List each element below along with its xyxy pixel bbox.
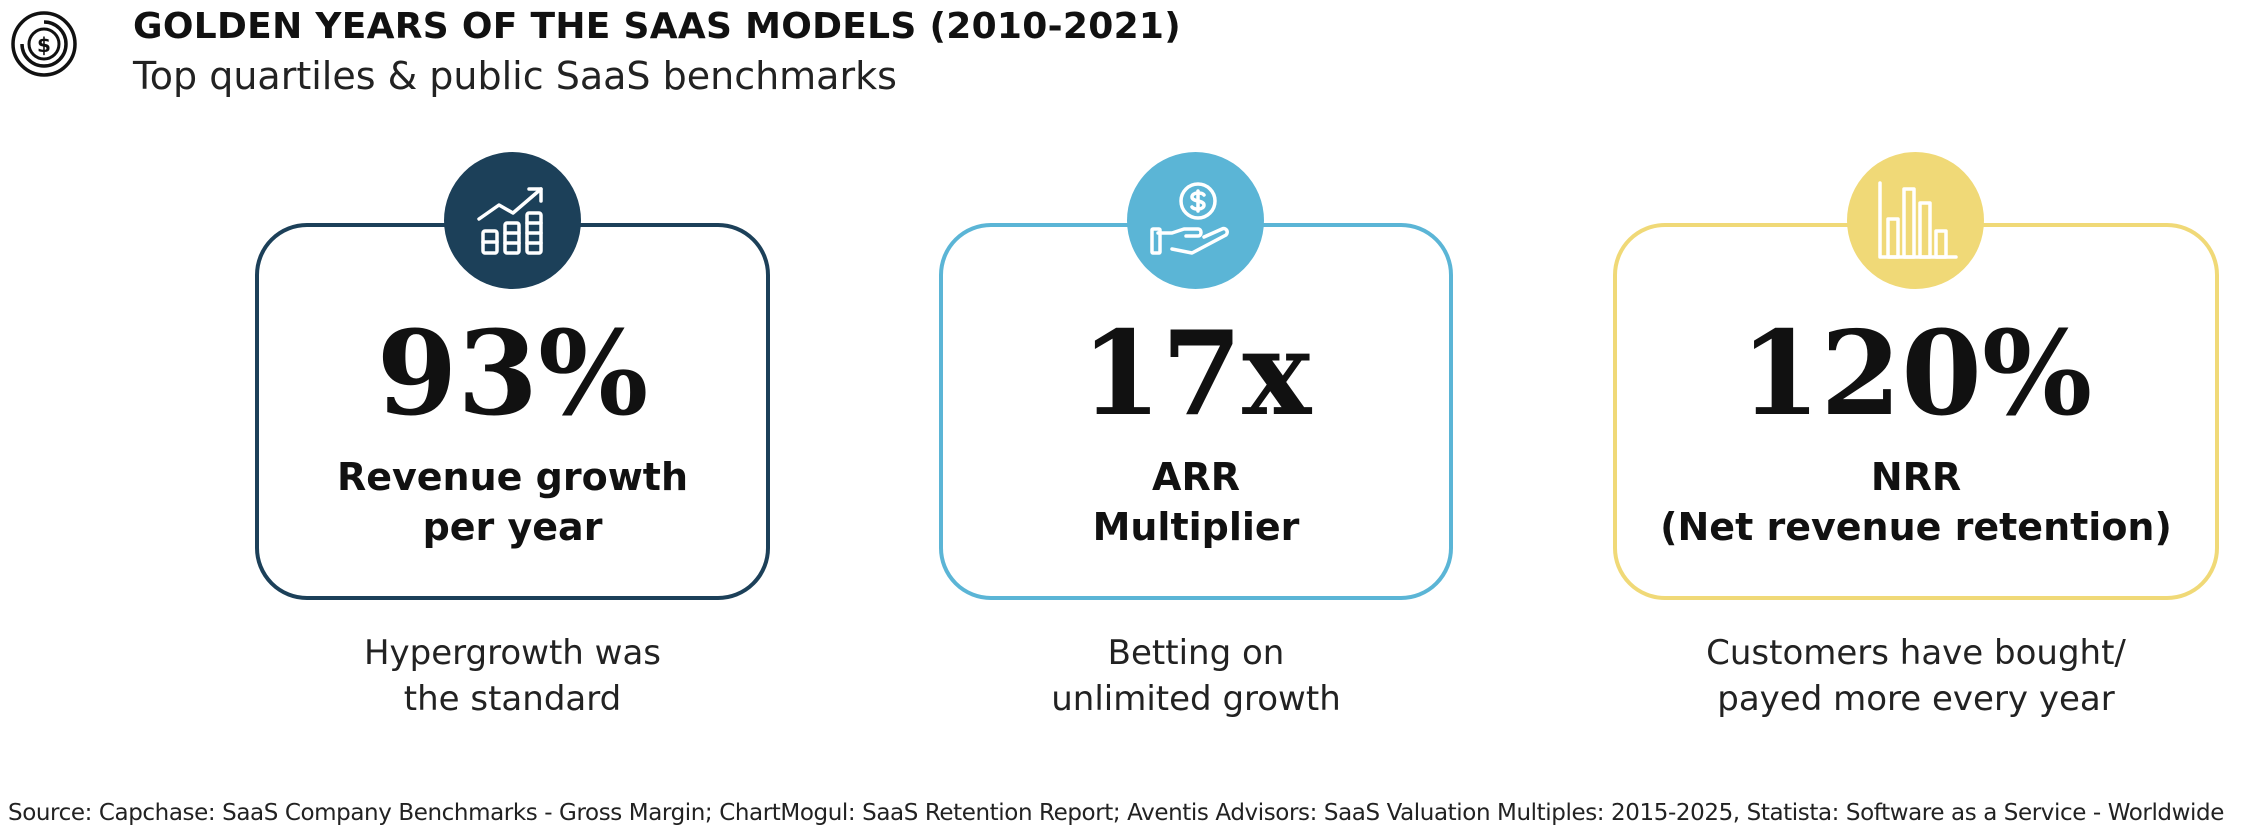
metric-caption-line: Hypergrowth was — [363, 633, 662, 673]
dollar-coin-icon: $ — [11, 11, 77, 77]
metric-caption-line: the standard — [403, 679, 622, 719]
metric-caption-revenue-growth: Hypergrowth was the standard — [255, 630, 770, 722]
metric-value-arr-multiplier: 17x — [1080, 306, 1312, 442]
metric-badge-revenue-growth — [444, 152, 581, 289]
metric-label-revenue-growth: Revenue growth per year — [255, 452, 770, 552]
metric-label-line: NRR — [1870, 455, 1962, 499]
metric-caption-line: unlimited growth — [1051, 679, 1341, 719]
bar-chart-icon — [1877, 180, 1958, 259]
metric-caption-line: payed more every year — [1717, 679, 2115, 719]
hand-coin-icon — [1149, 181, 1229, 255]
metric-caption-line: Betting on — [1107, 633, 1285, 673]
metric-caption-nrr: Customers have bought/ payed more every … — [1613, 630, 2219, 722]
metric-value-nrr: 120% — [1739, 306, 2093, 442]
metric-label-line: Revenue growth — [336, 455, 689, 499]
growth-chart-icon — [476, 186, 543, 255]
page-title: GOLDEN YEARS OF THE SAAS MODELS (2010-20… — [133, 6, 1182, 47]
metric-caption-line: Customers have bought/ — [1706, 633, 2126, 673]
svg-text:$: $ — [37, 33, 51, 57]
metric-badge-arr-multiplier — [1127, 152, 1264, 289]
metric-caption-arr-multiplier: Betting on unlimited growth — [939, 630, 1453, 722]
metric-label-nrr: NRR (Net revenue retention) — [1613, 452, 2219, 552]
metric-label-line: (Net revenue retention) — [1660, 505, 2172, 549]
metric-label-arr-multiplier: ARR Multiplier — [939, 452, 1453, 552]
metric-label-line: ARR — [1152, 455, 1240, 499]
metric-label-line: per year — [422, 505, 603, 549]
page-subtitle: Top quartiles & public SaaS benchmarks — [133, 54, 897, 98]
metric-badge-nrr — [1847, 152, 1984, 289]
metric-label-line: Multiplier — [1092, 505, 1300, 549]
source-note: Source: Capchase: SaaS Company Benchmark… — [8, 800, 2224, 826]
metric-value-revenue-growth: 93% — [376, 306, 649, 442]
